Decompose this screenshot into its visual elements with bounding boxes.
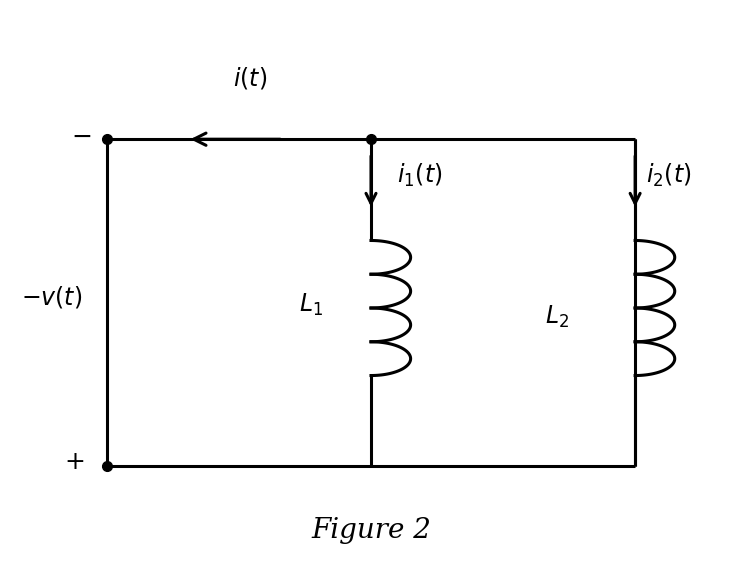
Text: $i(t)$: $i(t)$ [233, 66, 267, 91]
Text: $L_2$: $L_2$ [545, 303, 569, 329]
Text: $i_2(t)$: $i_2(t)$ [646, 162, 692, 190]
Text: $L_1$: $L_1$ [299, 292, 324, 318]
Text: Figure 2: Figure 2 [311, 517, 431, 544]
Text: $i_1(t)$: $i_1(t)$ [397, 162, 442, 190]
Text: $-v(t)$: $-v(t)$ [22, 284, 82, 309]
Text: $-$: $-$ [71, 125, 91, 148]
Text: $+$: $+$ [64, 451, 84, 475]
